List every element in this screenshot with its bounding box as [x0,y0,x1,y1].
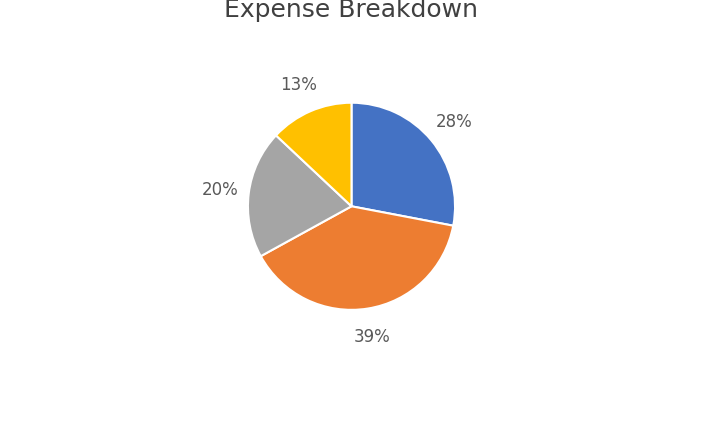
Wedge shape [352,103,455,226]
Title: Expense Breakdown: Expense Breakdown [224,0,479,22]
Wedge shape [261,206,453,310]
Text: 28%: 28% [435,113,472,131]
Legend: Flight, Hotel, Registration, Meals: Flight, Hotel, Registration, Meals [160,417,543,421]
Wedge shape [248,136,352,256]
Text: 13%: 13% [280,76,317,93]
Wedge shape [276,103,352,206]
Text: 20%: 20% [202,181,238,199]
Text: 39%: 39% [354,328,391,346]
